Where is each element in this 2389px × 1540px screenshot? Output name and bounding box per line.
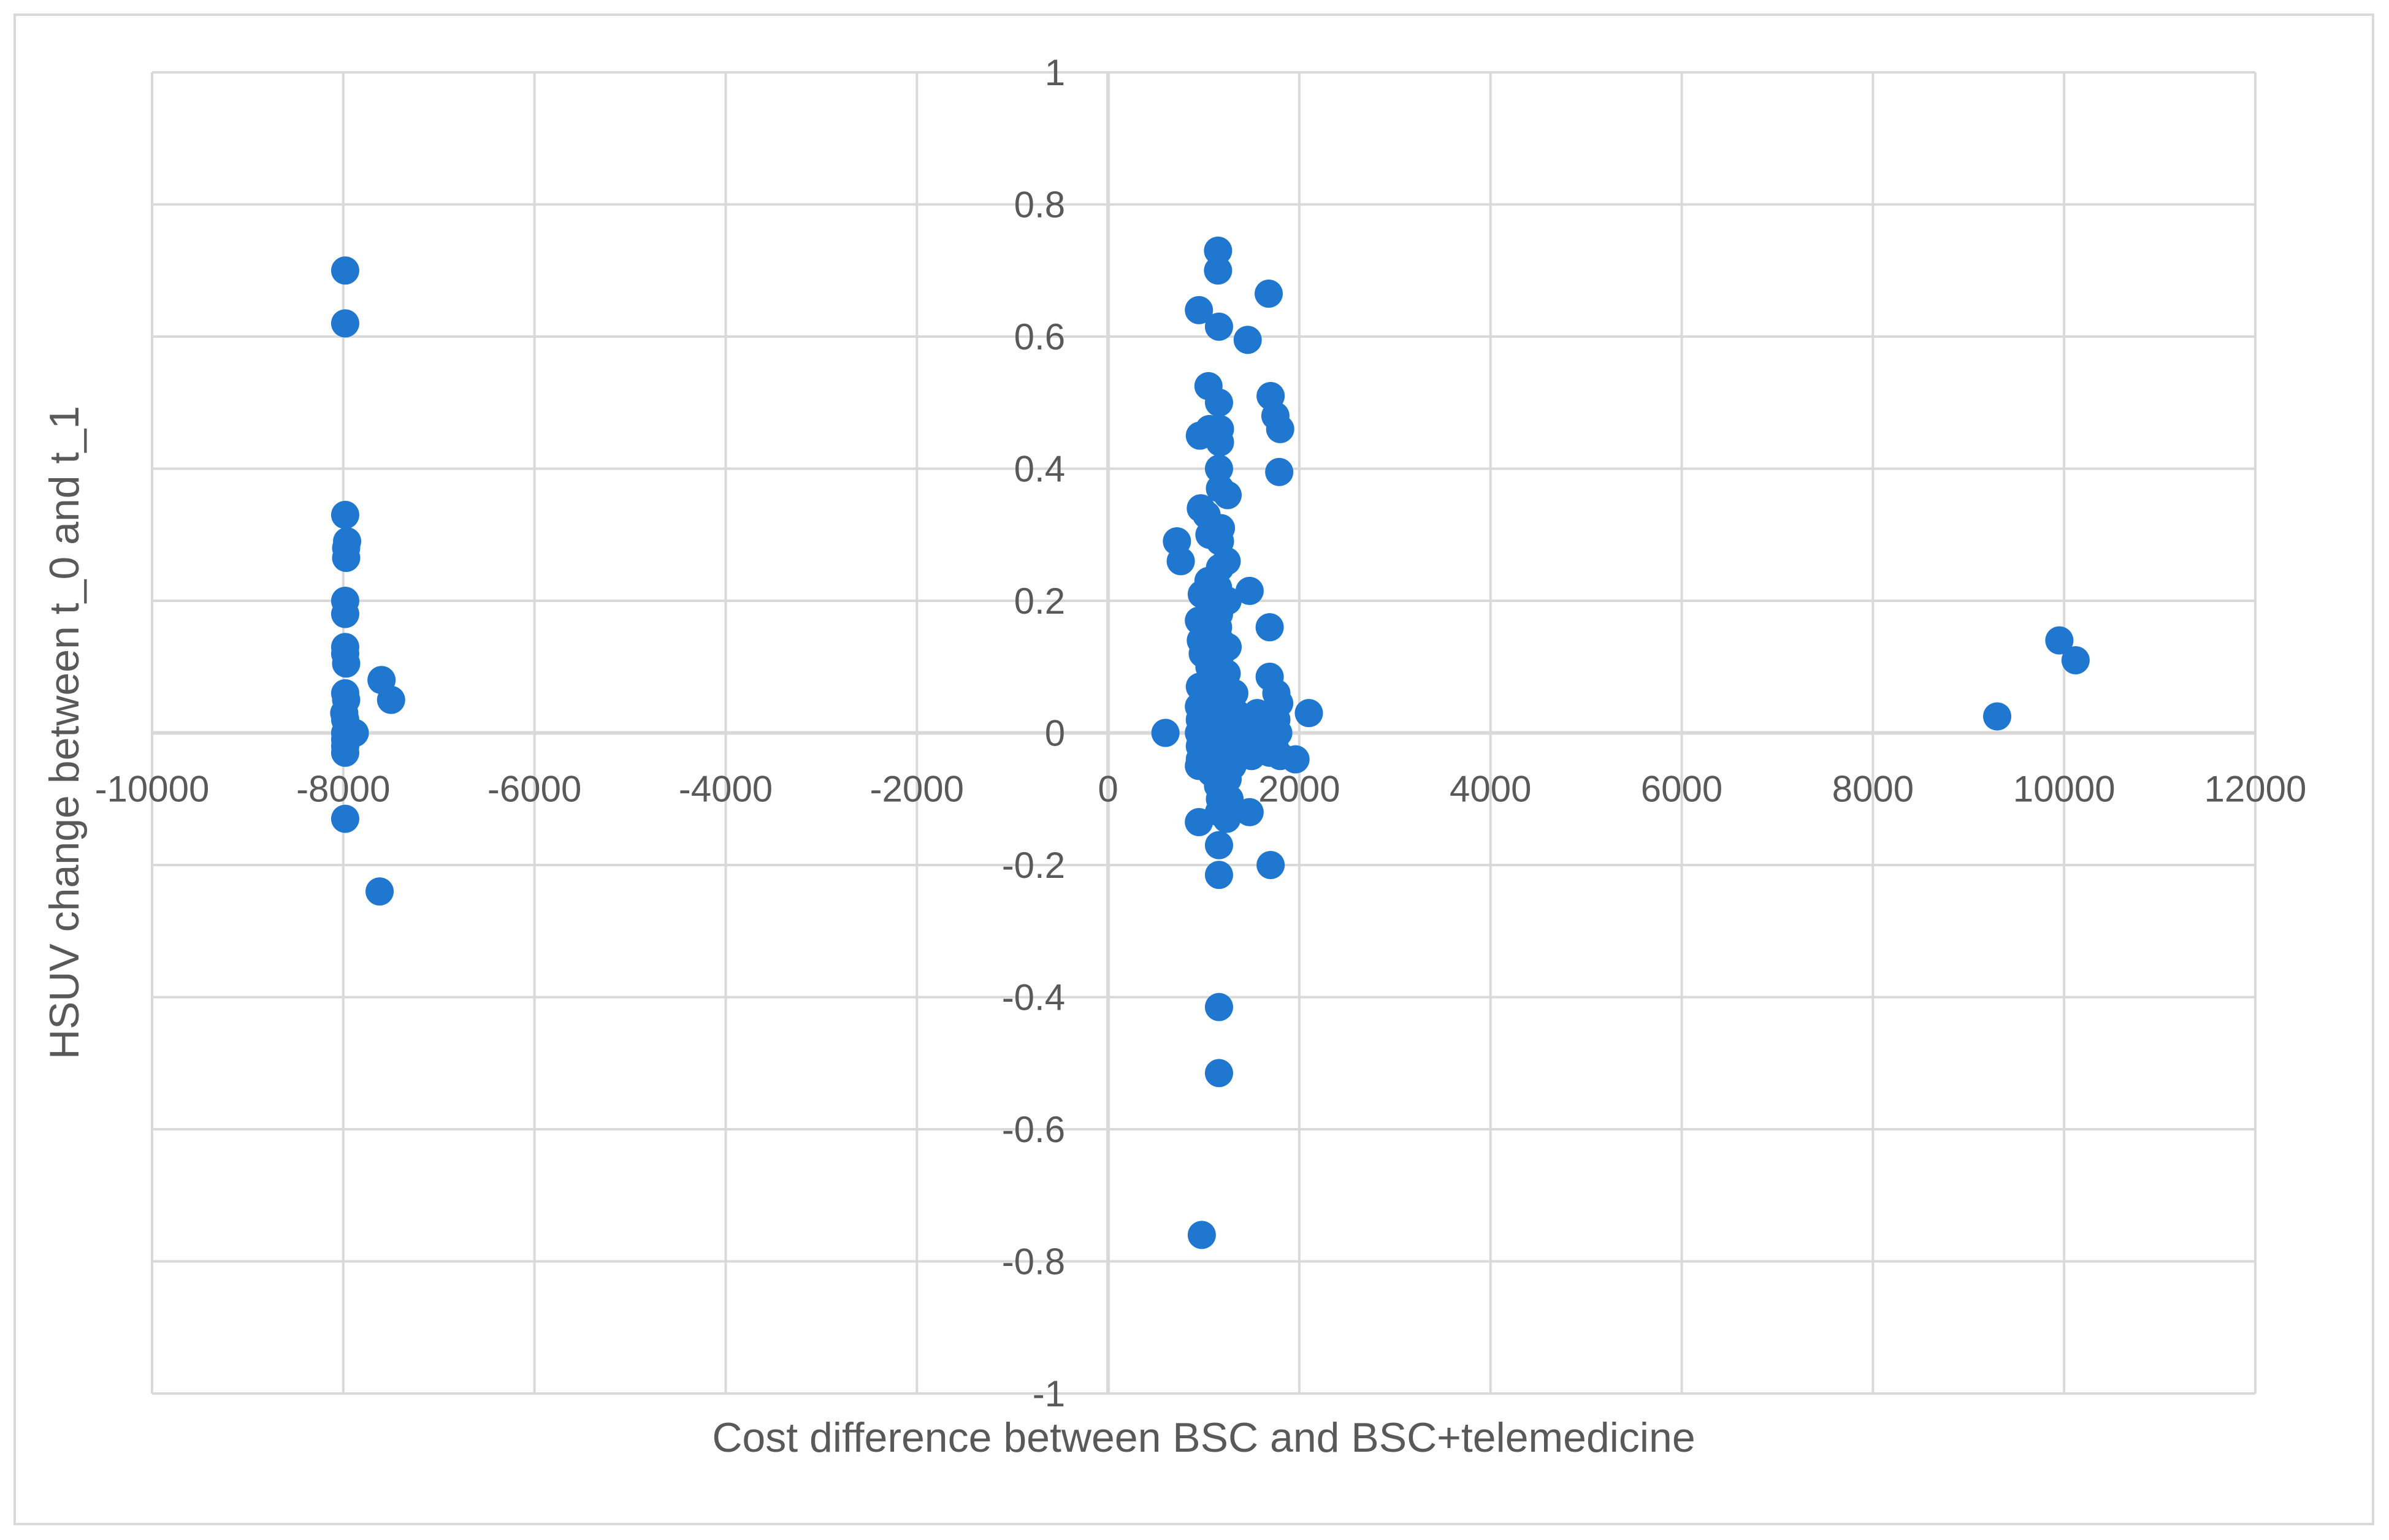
data-point <box>1212 547 1241 576</box>
data-point <box>1204 256 1233 285</box>
x-tick-label: -10000 <box>95 769 210 810</box>
x-tick-label: 0 <box>1098 769 1118 810</box>
x-tick-labels: -10000 -8000 -6000 -4000 -2000 0 2000 4000 6000 8… <box>95 769 2307 810</box>
data-point <box>1204 993 1233 1021</box>
data-point <box>1206 428 1234 457</box>
y-tick-label: -1 <box>1033 1373 1065 1414</box>
data-point <box>1256 851 1285 879</box>
data-point <box>1213 633 1242 661</box>
data-point <box>1204 831 1233 860</box>
data-point <box>2061 646 2090 674</box>
y-tick-label: 0.8 <box>1014 185 1065 226</box>
data-point <box>1213 481 1242 509</box>
data-point <box>1204 454 1233 483</box>
data-points <box>330 236 2090 1249</box>
data-point <box>1213 587 1242 615</box>
data-point <box>377 685 405 714</box>
data-point <box>1255 279 1283 308</box>
data-point <box>1204 312 1233 341</box>
x-axis-title: Cost difference between BSC and BSC+tele… <box>712 1414 1695 1461</box>
data-point <box>331 600 359 628</box>
x-tick-label: 8000 <box>1832 769 1914 810</box>
data-point <box>331 309 359 338</box>
x-tick-label: 10000 <box>2013 769 2116 810</box>
data-point <box>1233 326 1262 354</box>
data-point <box>331 500 359 529</box>
x-tick-label: 2000 <box>1258 769 1340 810</box>
y-tick-label: 0.6 <box>1014 316 1065 357</box>
data-point <box>1204 236 1233 265</box>
data-point <box>1185 295 1214 324</box>
data-point <box>331 804 359 833</box>
y-tick-label: 1 <box>1045 52 1065 93</box>
y-tick-label: -0.6 <box>1002 1109 1065 1150</box>
y-tick-label: -0.2 <box>1002 845 1065 886</box>
data-point <box>1255 613 1284 642</box>
data-point <box>1281 745 1310 774</box>
data-point <box>1235 798 1264 826</box>
data-point <box>332 649 361 678</box>
data-point <box>1204 861 1233 890</box>
data-point <box>1235 576 1264 605</box>
data-point <box>1266 414 1294 443</box>
data-point <box>1212 804 1241 833</box>
x-tick-label: 12000 <box>2204 769 2307 810</box>
y-tick-label: -0.4 <box>1002 977 1065 1018</box>
x-tick-label: -6000 <box>487 769 581 810</box>
x-tick-label: 6000 <box>1641 769 1722 810</box>
y-axis-title: HSUV change between t_0 and t_1 <box>41 406 88 1059</box>
x-tick-label: -4000 <box>679 769 773 810</box>
data-point <box>1166 547 1195 576</box>
y-tick-label: 0 <box>1045 713 1065 754</box>
x-tick-label: 4000 <box>1450 769 1531 810</box>
data-point <box>1187 1221 1216 1249</box>
data-point <box>1204 1059 1233 1088</box>
data-point <box>1204 388 1233 417</box>
data-point <box>332 543 361 572</box>
data-point <box>2045 626 2074 655</box>
x-tick-label: -2000 <box>870 769 964 810</box>
data-point <box>1265 457 1294 486</box>
data-point <box>1151 719 1180 747</box>
data-point <box>1983 702 2012 731</box>
data-point <box>331 256 359 285</box>
x-tick-label: -8000 <box>296 769 390 810</box>
data-point <box>340 719 369 747</box>
data-point <box>1294 699 1323 728</box>
y-tick-label: 0.4 <box>1014 449 1065 490</box>
y-tick-label: -0.8 <box>1002 1241 1065 1283</box>
y-tick-label: 0.2 <box>1014 581 1065 622</box>
y-tick-labels: 1 0.8 0.6 0.4 0.2 0 -0.2 -0.4 -0.6 -0.8 -1 <box>1002 52 1065 1414</box>
data-point <box>365 877 394 906</box>
